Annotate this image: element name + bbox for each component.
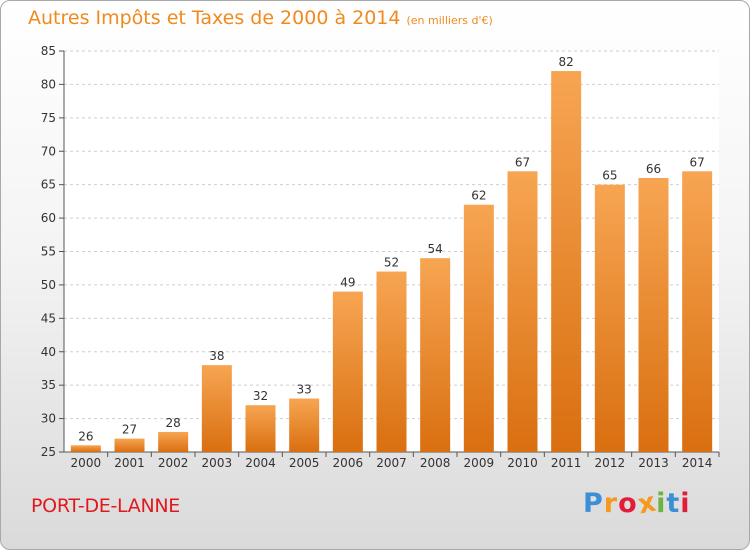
y-tick-label: 50 xyxy=(41,278,56,292)
x-tick-label: 2009 xyxy=(464,456,495,470)
chart-title-main: Autres Impôts et Taxes de 2000 à 2014 xyxy=(28,7,401,29)
data-label: 27 xyxy=(122,423,137,437)
town-name: PORT-DE-LANNE xyxy=(31,495,180,517)
bar xyxy=(420,258,451,452)
proxiti-logo: Proxiti xyxy=(583,486,691,521)
bar xyxy=(245,405,276,452)
bar xyxy=(682,171,713,453)
data-label: 49 xyxy=(340,276,355,290)
bar xyxy=(507,171,538,453)
y-tick-label: 55 xyxy=(41,245,56,259)
data-label: 65 xyxy=(602,169,617,183)
bar xyxy=(114,438,145,452)
data-label: 32 xyxy=(253,389,268,403)
x-tick-label: 2012 xyxy=(595,456,626,470)
data-label: 26 xyxy=(78,429,93,443)
x-tick-label: 2008 xyxy=(420,456,451,470)
data-label: 82 xyxy=(559,55,574,69)
x-tick-label: 2013 xyxy=(638,456,669,470)
data-label: 38 xyxy=(209,349,224,363)
bar xyxy=(638,177,669,452)
bar xyxy=(70,445,101,452)
data-label: 67 xyxy=(690,155,705,169)
bar xyxy=(463,204,494,452)
y-tick-label: 65 xyxy=(41,178,56,192)
chart-title-unit: (en milliers d'€) xyxy=(406,14,493,27)
bar xyxy=(201,365,232,452)
y-tick-label: 25 xyxy=(41,445,56,459)
x-tick-label: 2007 xyxy=(376,456,407,470)
bar xyxy=(158,431,189,452)
y-tick-label: 40 xyxy=(41,345,56,359)
bar xyxy=(594,184,625,452)
x-tick-label: 2003 xyxy=(202,456,233,470)
x-tick-label: 2001 xyxy=(114,456,145,470)
y-tick-label: 45 xyxy=(41,311,56,325)
data-label: 28 xyxy=(166,416,181,430)
x-tick-label: 2006 xyxy=(333,456,364,470)
x-tick-label: 2004 xyxy=(245,456,276,470)
bar xyxy=(551,71,582,453)
y-tick-label: 35 xyxy=(41,378,56,392)
data-label: 52 xyxy=(384,256,399,270)
y-tick-label: 70 xyxy=(41,144,56,158)
data-label: 66 xyxy=(646,162,661,176)
y-tick-label: 80 xyxy=(41,77,56,91)
y-tick-label: 75 xyxy=(41,111,56,125)
x-tick-label: 2005 xyxy=(289,456,320,470)
data-label: 67 xyxy=(515,155,530,169)
y-tick-label: 85 xyxy=(41,44,56,58)
y-tick-label: 60 xyxy=(41,211,56,225)
x-tick-label: 2014 xyxy=(682,456,713,470)
bar xyxy=(376,271,407,452)
data-label: 62 xyxy=(471,189,486,203)
x-tick-label: 2000 xyxy=(71,456,102,470)
x-tick-label: 2010 xyxy=(507,456,538,470)
x-tick-label: 2002 xyxy=(158,456,189,470)
data-label: 33 xyxy=(297,383,312,397)
data-label: 54 xyxy=(428,242,443,256)
bar xyxy=(289,398,320,452)
bar xyxy=(332,291,363,452)
chart-title: Autres Impôts et Taxes de 2000 à 2014 (en… xyxy=(28,7,493,29)
y-tick-label: 30 xyxy=(41,412,56,426)
x-tick-label: 2011 xyxy=(551,456,582,470)
